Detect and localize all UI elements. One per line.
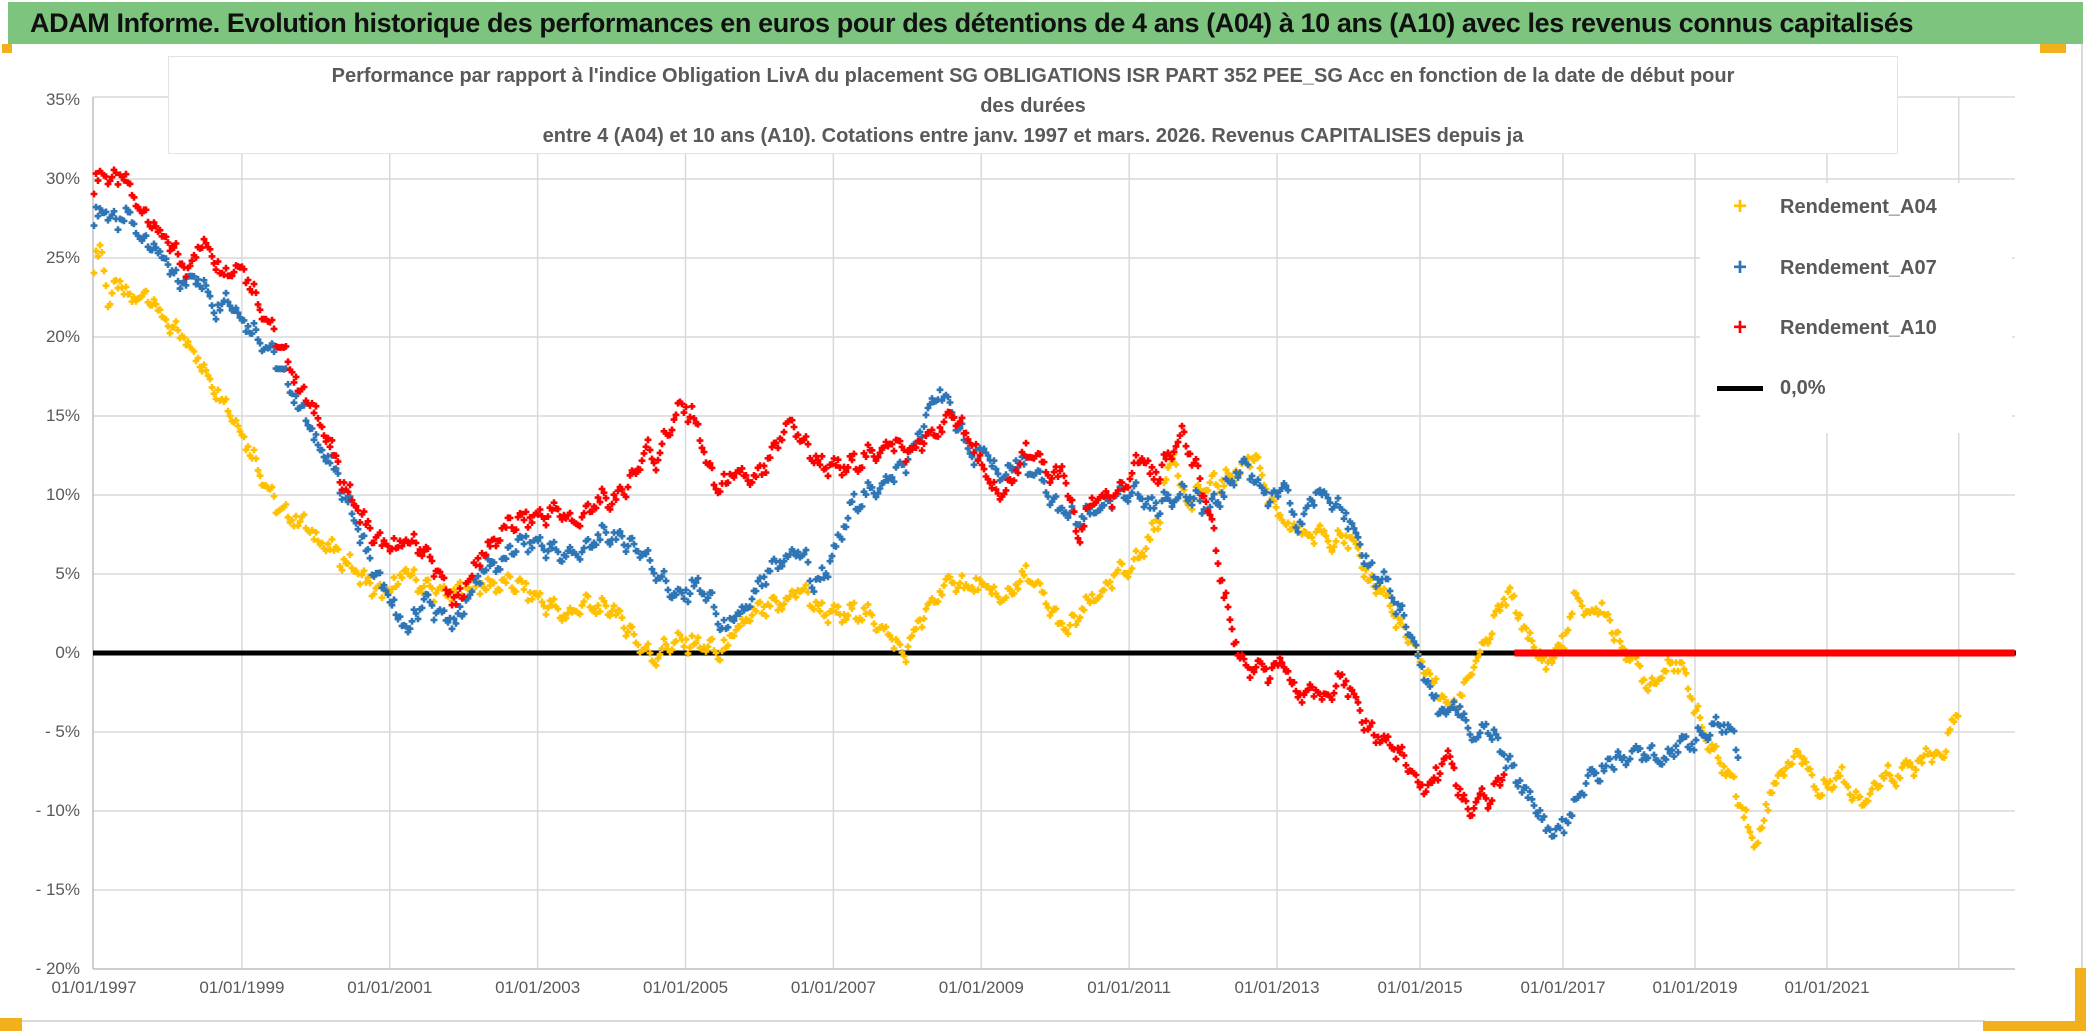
x-tick-2001: 01/01/2001 [347, 978, 433, 997]
legend-label: Rendement_A10 [1780, 316, 1937, 339]
zero-line-swatch-icon [1717, 385, 1763, 391]
y-tick--5%: - 5% [45, 722, 80, 741]
x-tick-2007: 01/01/2007 [790, 978, 876, 997]
gold-accent-bottom-left [0, 1018, 22, 1031]
gold-accent-top-right [2040, 44, 2066, 53]
x-tick-1997: 01/01/1997 [51, 978, 137, 997]
series-rendement_a04 [90, 241, 1962, 851]
y-tick--10%: - 10% [35, 801, 80, 820]
y-tick--20%: - 20% [35, 959, 80, 978]
gold-accent-bottom-right-horizontal [1983, 1021, 2086, 1031]
slide-bottom-border [10, 1020, 1985, 1022]
gold-accent-bottom-right-vertical [2075, 968, 2086, 1031]
x-tick-2015: 01/01/2015 [1377, 978, 1463, 997]
y-tick-15%: 15% [45, 406, 80, 425]
legend-item-rendement-a07[interactable]: + Rendement_A07 [1700, 248, 2012, 288]
legend-label: Rendement_A04 [1780, 195, 1937, 218]
x-tick-2011: 01/01/2011 [1087, 978, 1172, 997]
legend-item-zero-line[interactable]: 0,0% [1700, 368, 2012, 408]
chart-title-box: Performance par rapport à l'indice Oblig… [168, 56, 1898, 154]
banner-title: ADAM Informe. Evolution historique des p… [30, 7, 1914, 38]
x-tick-1999: 01/01/1999 [199, 978, 285, 997]
series-rendement_a07 [90, 203, 1742, 840]
series-rendement_a10 [90, 166, 1508, 820]
legend-item-rendement-a10[interactable]: + Rendement_A10 [1700, 308, 2012, 348]
y-tick-20%: 20% [45, 327, 80, 346]
legend-label: Rendement_A07 [1780, 256, 1937, 279]
plus-marker-icon: + [1732, 193, 1747, 220]
legend-item-rendement-a04[interactable]: + Rendement_A04 [1700, 187, 2012, 227]
x-tick-2021: 01/01/2021 [1784, 978, 1870, 997]
y-tick-10%: 10% [45, 485, 80, 504]
plus-marker-icon: + [1732, 314, 1747, 341]
x-tick-2003: 01/01/2003 [495, 978, 581, 997]
chart-legend: + Rendement_A04 + Rendement_A07 + Rendem… [1700, 183, 2012, 433]
title-banner: ADAM Informe. Evolution historique des p… [8, 2, 2083, 44]
y-tick-25%: 25% [45, 248, 80, 267]
x-tick-2005: 01/01/2005 [642, 978, 729, 997]
y-tick--15%: - 15% [35, 880, 80, 899]
chart-title-line-2: des durées [980, 95, 1086, 117]
legend-label: 0,0% [1780, 376, 1826, 399]
x-tick-2017: 01/01/2017 [1520, 978, 1606, 997]
slide-right-border [2081, 44, 2083, 970]
chart-title-line-1: Performance par rapport à l'indice Oblig… [331, 65, 1735, 87]
chart-title-line-3: entre 4 (A04) et 10 ans (A10). Cotations… [542, 125, 1524, 147]
plus-marker-icon: + [1732, 254, 1747, 281]
x-tick-2009: 01/01/2009 [938, 978, 1024, 997]
y-tick-30%: 30% [45, 169, 80, 188]
gold-accent-top-left [2, 44, 12, 53]
x-tick-2013: 01/01/2013 [1234, 978, 1320, 997]
x-tick-2019: 01/01/2019 [1652, 978, 1738, 997]
y-tick-35%: 35% [45, 90, 80, 109]
y-tick-0%: 0% [55, 643, 80, 662]
y-tick-5%: 5% [55, 564, 80, 583]
